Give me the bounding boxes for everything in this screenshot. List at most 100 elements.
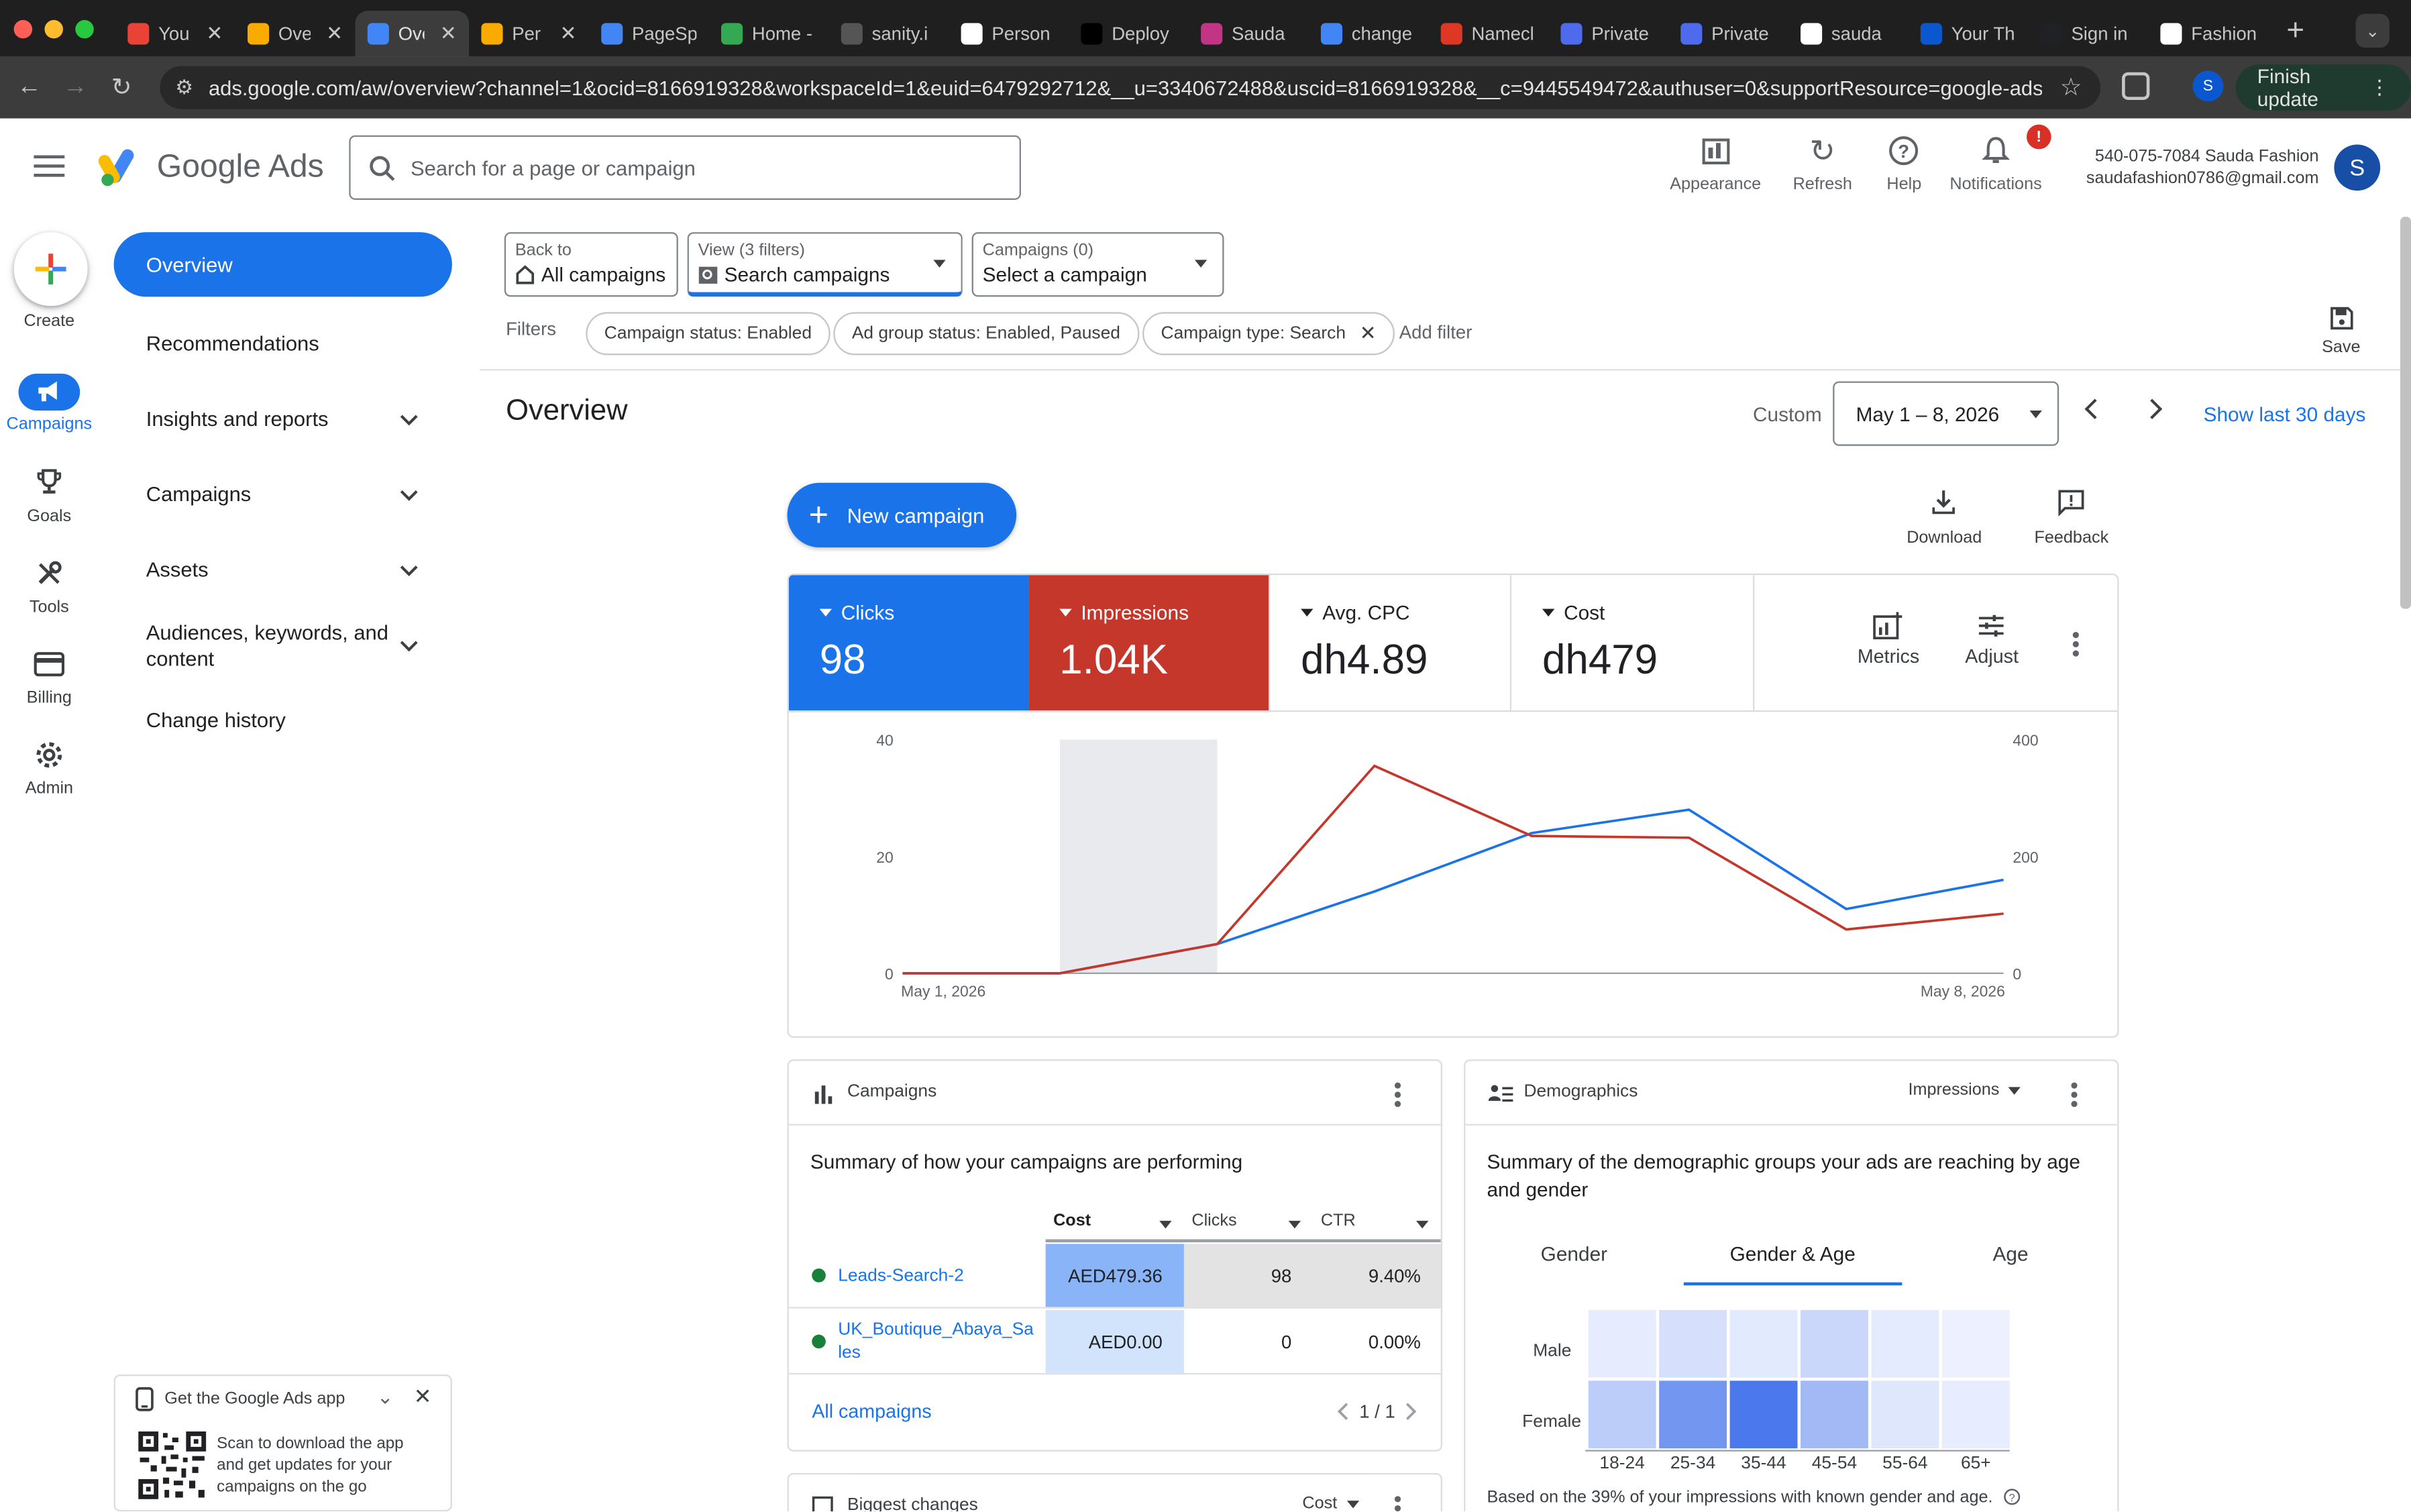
refresh-button[interactable]: ↻ Refresh	[1793, 131, 1852, 194]
search-input[interactable]	[410, 156, 965, 180]
account-info[interactable]: 540-075-7084 Sauda Fashion saudafashion0…	[2085, 146, 2319, 189]
view-filter-select[interactable]: View (3 filters) Search campaigns	[687, 232, 963, 297]
rail-billing[interactable]	[19, 646, 81, 683]
back-icon[interactable]: ←	[17, 74, 42, 100]
heatmap-cell[interactable]	[1588, 1309, 1656, 1378]
previous-page-icon[interactable]	[1336, 1402, 1350, 1421]
bookmark-star-icon[interactable]: ☆	[2059, 75, 2082, 102]
filter-chip-campaign-type[interactable]: Campaign type: Search ✕	[1142, 312, 1395, 356]
feedback-button[interactable]: Feedback	[2034, 489, 2108, 547]
browser-tab[interactable]: Private	[1548, 11, 1668, 57]
date-range-picker[interactable]: May 1 – 8, 2026	[1833, 381, 2059, 446]
save-button[interactable]: Save	[2322, 306, 2361, 357]
browser-profile-avatar[interactable]: S	[2192, 70, 2224, 102]
campaign-select[interactable]: Campaigns (0) Select a campaign	[971, 232, 1224, 297]
add-filter-button[interactable]: Add filter	[1399, 321, 1472, 343]
rail-campaigns[interactable]	[18, 373, 81, 411]
nav-assets[interactable]: Assets	[114, 532, 452, 607]
nav-campaigns[interactable]: Campaigns	[114, 457, 452, 532]
browser-tab[interactable]: PageSp	[589, 11, 709, 57]
heatmap-cell[interactable]	[1659, 1381, 1727, 1449]
heatmap-cell[interactable]	[1729, 1381, 1798, 1449]
forward-icon[interactable]: →	[62, 74, 88, 100]
account-avatar[interactable]: S	[2334, 144, 2381, 191]
rail-tools[interactable]	[19, 555, 81, 592]
maximize-window-button[interactable]	[75, 19, 94, 38]
nav-audiences[interactable]: Audiences, keywords, and content	[114, 607, 452, 682]
help-button[interactable]: ? Help	[1886, 131, 1921, 194]
column-header-ctr[interactable]: CTR	[1313, 1209, 1441, 1243]
browser-tab[interactable]: Fashion	[2148, 11, 2271, 57]
browser-tab[interactable]: sanity.i	[828, 11, 949, 57]
browser-tab[interactable]: Home -	[709, 11, 829, 57]
close-tab-icon[interactable]: ✕	[326, 21, 343, 45]
browser-tab[interactable]: change	[1309, 11, 1429, 57]
new-tab-button[interactable]: +	[2286, 13, 2305, 48]
browser-tab[interactable]: Ove ✕	[235, 11, 356, 57]
filter-chip-campaign-status[interactable]: Campaign status: Enabled	[586, 312, 831, 356]
collapse-icon[interactable]: ⌄	[376, 1385, 394, 1409]
rail-admin[interactable]	[19, 737, 81, 773]
next-period-icon[interactable]	[2147, 396, 2165, 421]
nav-overview[interactable]: Overview	[113, 232, 452, 297]
browser-tab[interactable]: Namecl	[1428, 11, 1548, 57]
close-tab-icon[interactable]: ✕	[206, 21, 223, 45]
heatmap-cell[interactable]	[1659, 1309, 1727, 1378]
browser-tab[interactable]: Sauda	[1189, 11, 1309, 57]
campaign-name-link[interactable]: UK_Boutique_Abaya_Sa les	[838, 1320, 1034, 1362]
tab-age[interactable]: Age	[1992, 1242, 2029, 1266]
close-tab-icon[interactable]: ✕	[559, 21, 577, 45]
nav-change-history[interactable]: Change history	[114, 683, 452, 758]
appearance-button[interactable]: Appearance	[1670, 131, 1761, 194]
close-tab-icon[interactable]: ✕	[439, 21, 457, 45]
adjust-button[interactable]: Adjust	[1965, 612, 2019, 667]
notifications-button[interactable]: ! Notifications	[1949, 124, 2051, 194]
finish-update-button[interactable]: Finish update ⋮	[2235, 64, 2411, 111]
browser-tab[interactable]: Sign in	[2028, 11, 2148, 57]
browser-tab[interactable]: Deploy	[1069, 11, 1189, 57]
all-campaigns-link[interactable]: All campaigns	[812, 1401, 932, 1423]
heatmap-cell[interactable]	[1871, 1381, 1939, 1449]
extensions-icon[interactable]	[2122, 72, 2150, 100]
heatmap-cell[interactable]	[1801, 1309, 1868, 1378]
metric-tile-avg-cpc[interactable]: Avg. CPC dh4.89	[1270, 575, 1512, 712]
heatmap-cell[interactable]	[1941, 1381, 2010, 1449]
nav-insights-reports[interactable]: Insights and reports	[114, 381, 452, 456]
filter-chip-ad-group-status[interactable]: Ad group status: Enabled, Paused	[833, 312, 1139, 356]
browser-tab[interactable]: Person	[949, 11, 1069, 57]
search-box[interactable]	[349, 135, 1021, 200]
close-window-button[interactable]	[13, 19, 33, 38]
tab-gender[interactable]: Gender	[1540, 1242, 1608, 1266]
browser-tab[interactable]: Your Th	[1908, 11, 2028, 57]
create-button[interactable]	[13, 232, 88, 307]
address-bar[interactable]: ⚙ ads.google.com/aw/overview?channel=1&o…	[160, 66, 2101, 109]
browser-tab[interactable]: Per ✕	[469, 11, 589, 57]
nav-recommendations[interactable]: Recommendations	[114, 306, 452, 381]
demographics-metric-select[interactable]: Impressions	[1908, 1081, 2021, 1099]
browser-tab[interactable]: Ove ✕	[355, 11, 470, 57]
browser-tab[interactable]: Private	[1668, 11, 1788, 57]
heatmap-cell[interactable]	[1588, 1381, 1656, 1449]
more-options-icon[interactable]	[1394, 1496, 1401, 1512]
previous-period-icon[interactable]	[2082, 396, 2101, 421]
more-options-icon[interactable]	[2072, 632, 2079, 659]
browser-tab[interactable]: sauda	[1788, 11, 1909, 57]
tab-gender-age[interactable]: Gender & Age	[1729, 1242, 1856, 1266]
show-last-30-days-link[interactable]: Show last 30 days	[2203, 402, 2366, 426]
browser-tab[interactable]: You ✕	[115, 11, 235, 57]
tab-search-icon[interactable]: ⌄	[2355, 13, 2390, 48]
campaign-name-link[interactable]: Leads-Search-2	[838, 1266, 964, 1286]
main-menu-icon[interactable]	[34, 155, 65, 177]
rail-goals[interactable]	[19, 463, 81, 500]
page-scrollbar[interactable]	[2400, 217, 2411, 609]
more-options-icon[interactable]	[1394, 1082, 1401, 1110]
metric-tile-clicks[interactable]: Clicks 98	[788, 575, 1030, 712]
minimize-window-button[interactable]	[44, 19, 63, 38]
table-row[interactable]: UK_Boutique_Abaya_Sa les AED0.00 0 0.00%	[788, 1309, 1441, 1375]
download-button[interactable]: Download	[1907, 489, 1982, 547]
metrics-button[interactable]: Metrics	[1858, 612, 1919, 667]
biggest-changes-metric-select[interactable]: Cost	[1302, 1495, 1359, 1511]
site-info-icon[interactable]: ⚙	[175, 75, 194, 99]
heatmap-cell[interactable]	[1801, 1381, 1868, 1449]
heatmap-cell[interactable]	[1729, 1309, 1798, 1378]
